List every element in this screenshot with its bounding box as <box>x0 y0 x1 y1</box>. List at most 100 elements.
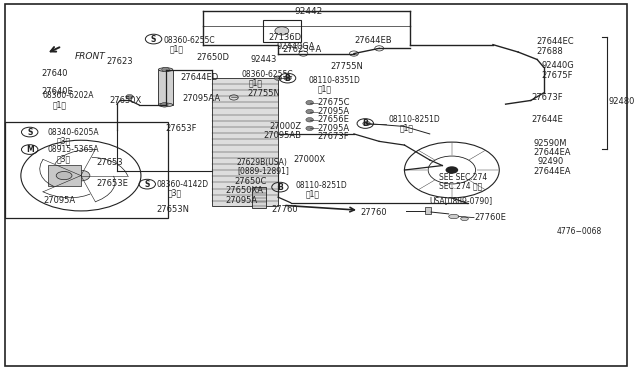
Text: 27644ED: 27644ED <box>180 73 218 82</box>
Text: 27136D: 27136D <box>268 33 301 42</box>
Text: 27644EB: 27644EB <box>354 36 392 45</box>
Text: 27000Z: 27000Z <box>270 122 302 131</box>
Circle shape <box>161 103 168 107</box>
Text: B: B <box>285 74 291 83</box>
Ellipse shape <box>461 217 468 221</box>
Text: 27644EC: 27644EC <box>536 37 573 46</box>
Text: 27656E: 27656E <box>318 115 349 124</box>
Text: 08360-6202A: 08360-6202A <box>43 92 95 100</box>
Text: 27653N: 27653N <box>157 205 189 214</box>
Text: S: S <box>145 180 150 189</box>
Text: 27673F: 27673F <box>531 93 563 102</box>
Text: 92490: 92490 <box>537 157 563 166</box>
Text: 27640E: 27640E <box>41 87 73 96</box>
Text: 4776−0068: 4776−0068 <box>556 227 602 236</box>
Text: 27095AA: 27095AA <box>182 94 221 103</box>
Circle shape <box>126 94 133 99</box>
Ellipse shape <box>56 171 72 180</box>
Text: 27629B(USA): 27629B(USA) <box>237 158 288 167</box>
Circle shape <box>275 76 282 80</box>
Text: 27623+A: 27623+A <box>282 45 322 54</box>
Text: 92442: 92442 <box>294 7 323 16</box>
Text: 27650D: 27650D <box>196 53 229 62</box>
Circle shape <box>306 126 314 131</box>
Text: ＜1＞: ＜1＞ <box>399 124 413 132</box>
Text: ＜1＞: ＜1＞ <box>305 190 319 199</box>
Text: ＜3＞: ＜3＞ <box>57 154 71 163</box>
Ellipse shape <box>158 103 173 107</box>
Text: 27755N: 27755N <box>247 89 280 98</box>
Text: 08360-4142D: 08360-4142D <box>157 180 209 189</box>
Text: ＜1＞: ＜1＞ <box>52 100 67 109</box>
Text: 27650XA: 27650XA <box>225 186 263 195</box>
Text: S: S <box>151 35 156 44</box>
Text: M: M <box>26 145 33 154</box>
Text: 27653F: 27653F <box>166 124 197 133</box>
Circle shape <box>363 121 371 126</box>
Text: 27653: 27653 <box>96 158 123 167</box>
Text: 27644EA: 27644EA <box>533 148 571 157</box>
Text: 27760: 27760 <box>360 208 387 217</box>
Text: 27623: 27623 <box>106 57 132 65</box>
Text: 27644EA: 27644EA <box>533 167 571 176</box>
Text: 27095A: 27095A <box>225 196 257 205</box>
Text: 08360-6255C: 08360-6255C <box>241 70 293 79</box>
Text: 08360-6255C: 08360-6255C <box>163 36 214 45</box>
Text: ＜1＞: ＜1＞ <box>170 44 184 53</box>
Text: 27095A: 27095A <box>318 124 350 133</box>
Text: 08340-6205A: 08340-6205A <box>47 128 99 137</box>
Text: 27653E: 27653E <box>96 179 128 187</box>
Text: 27675C: 27675C <box>318 98 350 107</box>
Text: 27675F: 27675F <box>541 71 573 80</box>
Text: 27760E: 27760E <box>474 213 506 222</box>
Text: 92443: 92443 <box>251 55 277 64</box>
Text: ＜1＞: ＜1＞ <box>317 85 332 94</box>
Text: 27095A: 27095A <box>318 107 350 116</box>
Circle shape <box>72 170 90 181</box>
Text: [0889-12891]: [0889-12891] <box>237 167 289 176</box>
Text: 92590M: 92590M <box>533 140 567 148</box>
Bar <box>158 70 173 105</box>
Circle shape <box>162 67 170 72</box>
Text: 27644E: 27644E <box>531 115 563 124</box>
Text: 92440GA: 92440GA <box>276 42 315 51</box>
Text: 27688: 27688 <box>536 47 563 56</box>
Text: S: S <box>27 128 33 137</box>
Ellipse shape <box>449 214 459 219</box>
Text: 27755N: 27755N <box>330 62 364 71</box>
Circle shape <box>306 118 314 122</box>
Bar <box>212 78 278 206</box>
Text: ＜3＞: ＜3＞ <box>57 136 71 145</box>
Text: 08110-8251D: 08110-8251D <box>295 181 347 190</box>
Circle shape <box>306 100 314 105</box>
Text: 27640: 27640 <box>41 69 68 78</box>
Text: 92440G: 92440G <box>541 61 574 70</box>
Text: SEC.274 参照: SEC.274 参照 <box>439 182 483 190</box>
Text: 92480: 92480 <box>609 97 635 106</box>
Bar <box>252 187 266 208</box>
Circle shape <box>306 109 314 114</box>
Ellipse shape <box>275 27 289 35</box>
Text: 27095A: 27095A <box>43 196 75 205</box>
Text: 27650X: 27650X <box>109 96 141 105</box>
Circle shape <box>445 166 458 174</box>
Text: ＜1＞: ＜1＞ <box>249 78 263 87</box>
Bar <box>5 122 168 218</box>
Circle shape <box>284 76 291 80</box>
Text: B: B <box>277 183 283 192</box>
Text: 27650C: 27650C <box>234 177 267 186</box>
Text: 08110-8251D: 08110-8251D <box>388 115 440 124</box>
Text: 27000X: 27000X <box>294 155 326 164</box>
Ellipse shape <box>158 68 173 71</box>
Text: 08915-5365A: 08915-5365A <box>47 145 99 154</box>
Text: 27095AB: 27095AB <box>263 131 301 140</box>
Text: 27673F: 27673F <box>318 132 349 141</box>
Bar <box>425 207 431 214</box>
Text: FRONT: FRONT <box>75 52 106 61</box>
Text: ＜3＞: ＜3＞ <box>168 188 182 197</box>
Text: 08110-8351D: 08110-8351D <box>308 76 360 85</box>
Text: 27760: 27760 <box>272 205 298 214</box>
Bar <box>48 165 81 186</box>
Bar <box>263 20 301 42</box>
Text: B: B <box>362 119 368 128</box>
